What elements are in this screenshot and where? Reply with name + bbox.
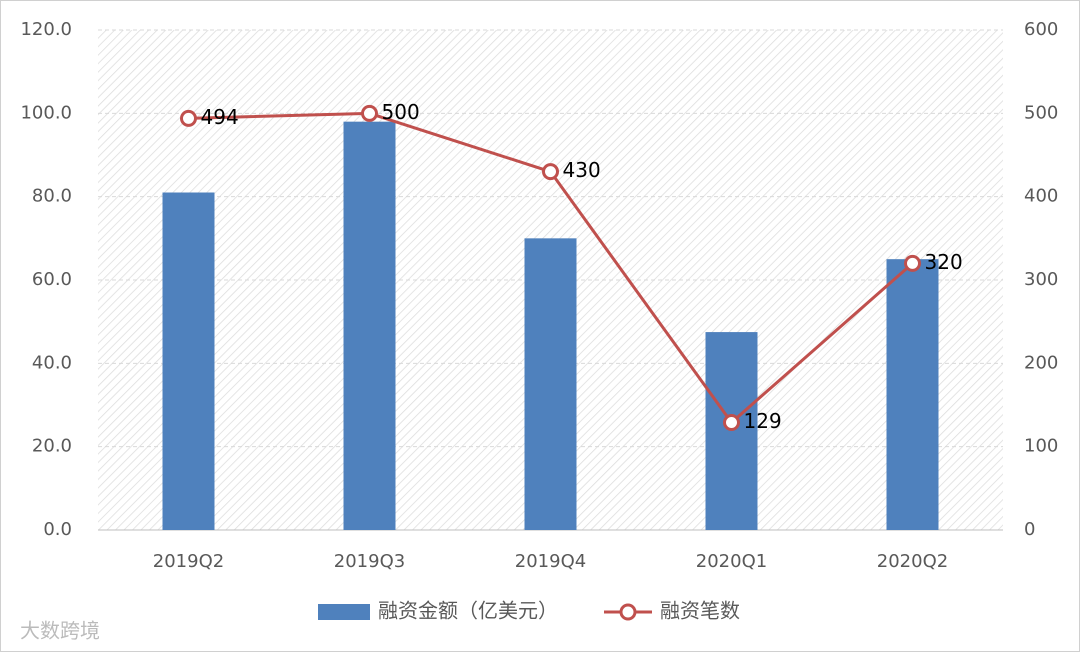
y2-tick-label: 600	[1024, 19, 1058, 40]
watermark: 大数跨境	[20, 619, 100, 643]
legend-label: 融资金额（亿美元）	[378, 599, 558, 623]
marker	[904, 254, 921, 272]
y2-tick-label: 300	[1024, 269, 1058, 290]
y-tick-label: 100.0	[20, 102, 72, 123]
y2-tick-label: 0	[1024, 519, 1035, 540]
y-tick-label: 20.0	[32, 436, 72, 457]
legend-swatch	[318, 604, 370, 620]
y-tick-label: 80.0	[32, 186, 72, 207]
marker	[361, 104, 378, 122]
marker	[723, 414, 740, 431]
x-tick-label: 2019Q2	[153, 551, 224, 572]
y-tick-label: 60.0	[32, 269, 72, 290]
x-tick-label: 2020Q2	[877, 551, 948, 572]
y2-tick-label: 100	[1024, 436, 1058, 457]
legend-swatch	[619, 603, 637, 621]
x-tick-label: 2020Q1	[696, 551, 767, 572]
y-tick-label: 120.0	[20, 19, 72, 40]
x-tick-label: 2019Q4	[515, 551, 586, 572]
bar	[886, 259, 939, 530]
data-label: 500	[382, 100, 420, 124]
legend-label: 融资笔数	[660, 599, 740, 623]
bar	[705, 332, 758, 530]
data-label: 494	[201, 105, 239, 129]
y2-tick-label: 400	[1024, 186, 1058, 207]
marker	[542, 163, 559, 181]
y2-tick-label: 500	[1024, 102, 1058, 123]
y2-tick-label: 200	[1024, 352, 1058, 373]
x-tick-label: 2019Q3	[334, 551, 405, 572]
marker	[180, 109, 197, 127]
bar	[162, 192, 215, 530]
data-label: 320	[925, 250, 963, 274]
data-label: 129	[744, 409, 782, 433]
bar	[524, 238, 577, 531]
data-label: 430	[563, 158, 601, 182]
y-tick-label: 40.0	[32, 352, 72, 373]
bar	[343, 121, 396, 531]
y-tick-label: 0.0	[43, 519, 72, 540]
